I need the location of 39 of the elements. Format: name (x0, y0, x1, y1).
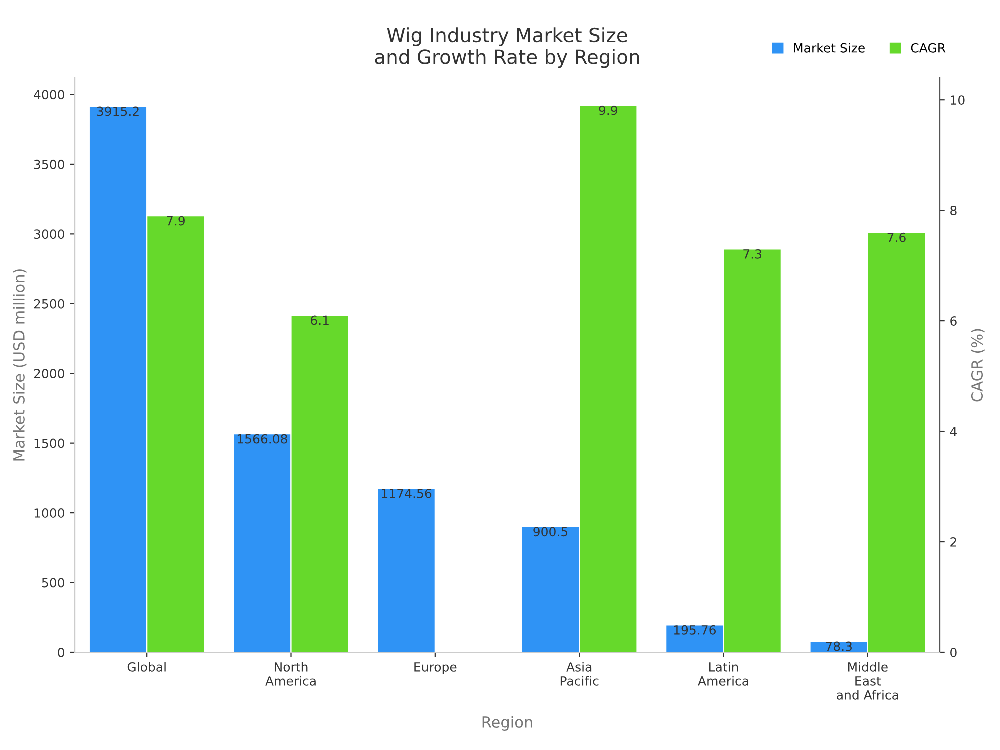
y-tick-label: 3500 (34, 160, 64, 170)
y2-tick-label: 6 (950, 316, 957, 326)
y-tick-label: 2000 (34, 369, 64, 379)
y-tick-label: 2500 (34, 299, 64, 309)
data-label: 1566.08 (238, 434, 288, 444)
x-tick-label: North America (266, 662, 316, 686)
chart-title: Wig Industry Market Size and Growth Rate by Region (375, 28, 640, 68)
y-tick-label: 500 (42, 578, 64, 588)
x-tick-label: Global (128, 662, 166, 672)
y2-tick-label: 2 (950, 537, 956, 547)
data-label: 7.6 (888, 232, 906, 242)
legend-label: Market Size (794, 43, 865, 53)
data-label: 195.76 (674, 625, 716, 635)
y-tick-label: 1000 (34, 508, 64, 518)
y-tick-label: 1500 (34, 438, 64, 448)
y-tick-label: 3000 (34, 230, 64, 240)
y2-tick-label: 4 (950, 427, 957, 436)
y-tick-label: 0 (58, 648, 64, 658)
data-label: 900.5 (534, 527, 568, 537)
y2-axis-title: CAGR (%) (971, 329, 985, 402)
y-tick-label: 4000 (34, 90, 64, 100)
x-axis-title: Region (482, 716, 532, 731)
x-tick-label: Middle East and Africa (837, 662, 898, 700)
data-label: 7.3 (744, 249, 762, 259)
y2-tick-label: 10 (951, 96, 965, 106)
data-label: 7.9 (167, 216, 185, 226)
data-label: 9.9 (599, 106, 618, 116)
y2-tick-label: 0 (950, 648, 957, 658)
data-label: 1174.56 (382, 488, 432, 498)
data-label: 6.1 (311, 316, 329, 326)
y-axis-title: Market Size (USD million) (13, 270, 27, 461)
x-tick-label: Asia Pacific (560, 662, 599, 686)
y2-tick-label: 8 (950, 206, 957, 216)
legend-label: CAGR (911, 43, 946, 53)
bar (377, 488, 436, 652)
x-tick-label: Latin America (698, 662, 748, 686)
data-label: 3915.2 (97, 106, 139, 116)
data-label: 78.3 (826, 642, 852, 652)
x-tick-label: Europe (414, 662, 457, 674)
